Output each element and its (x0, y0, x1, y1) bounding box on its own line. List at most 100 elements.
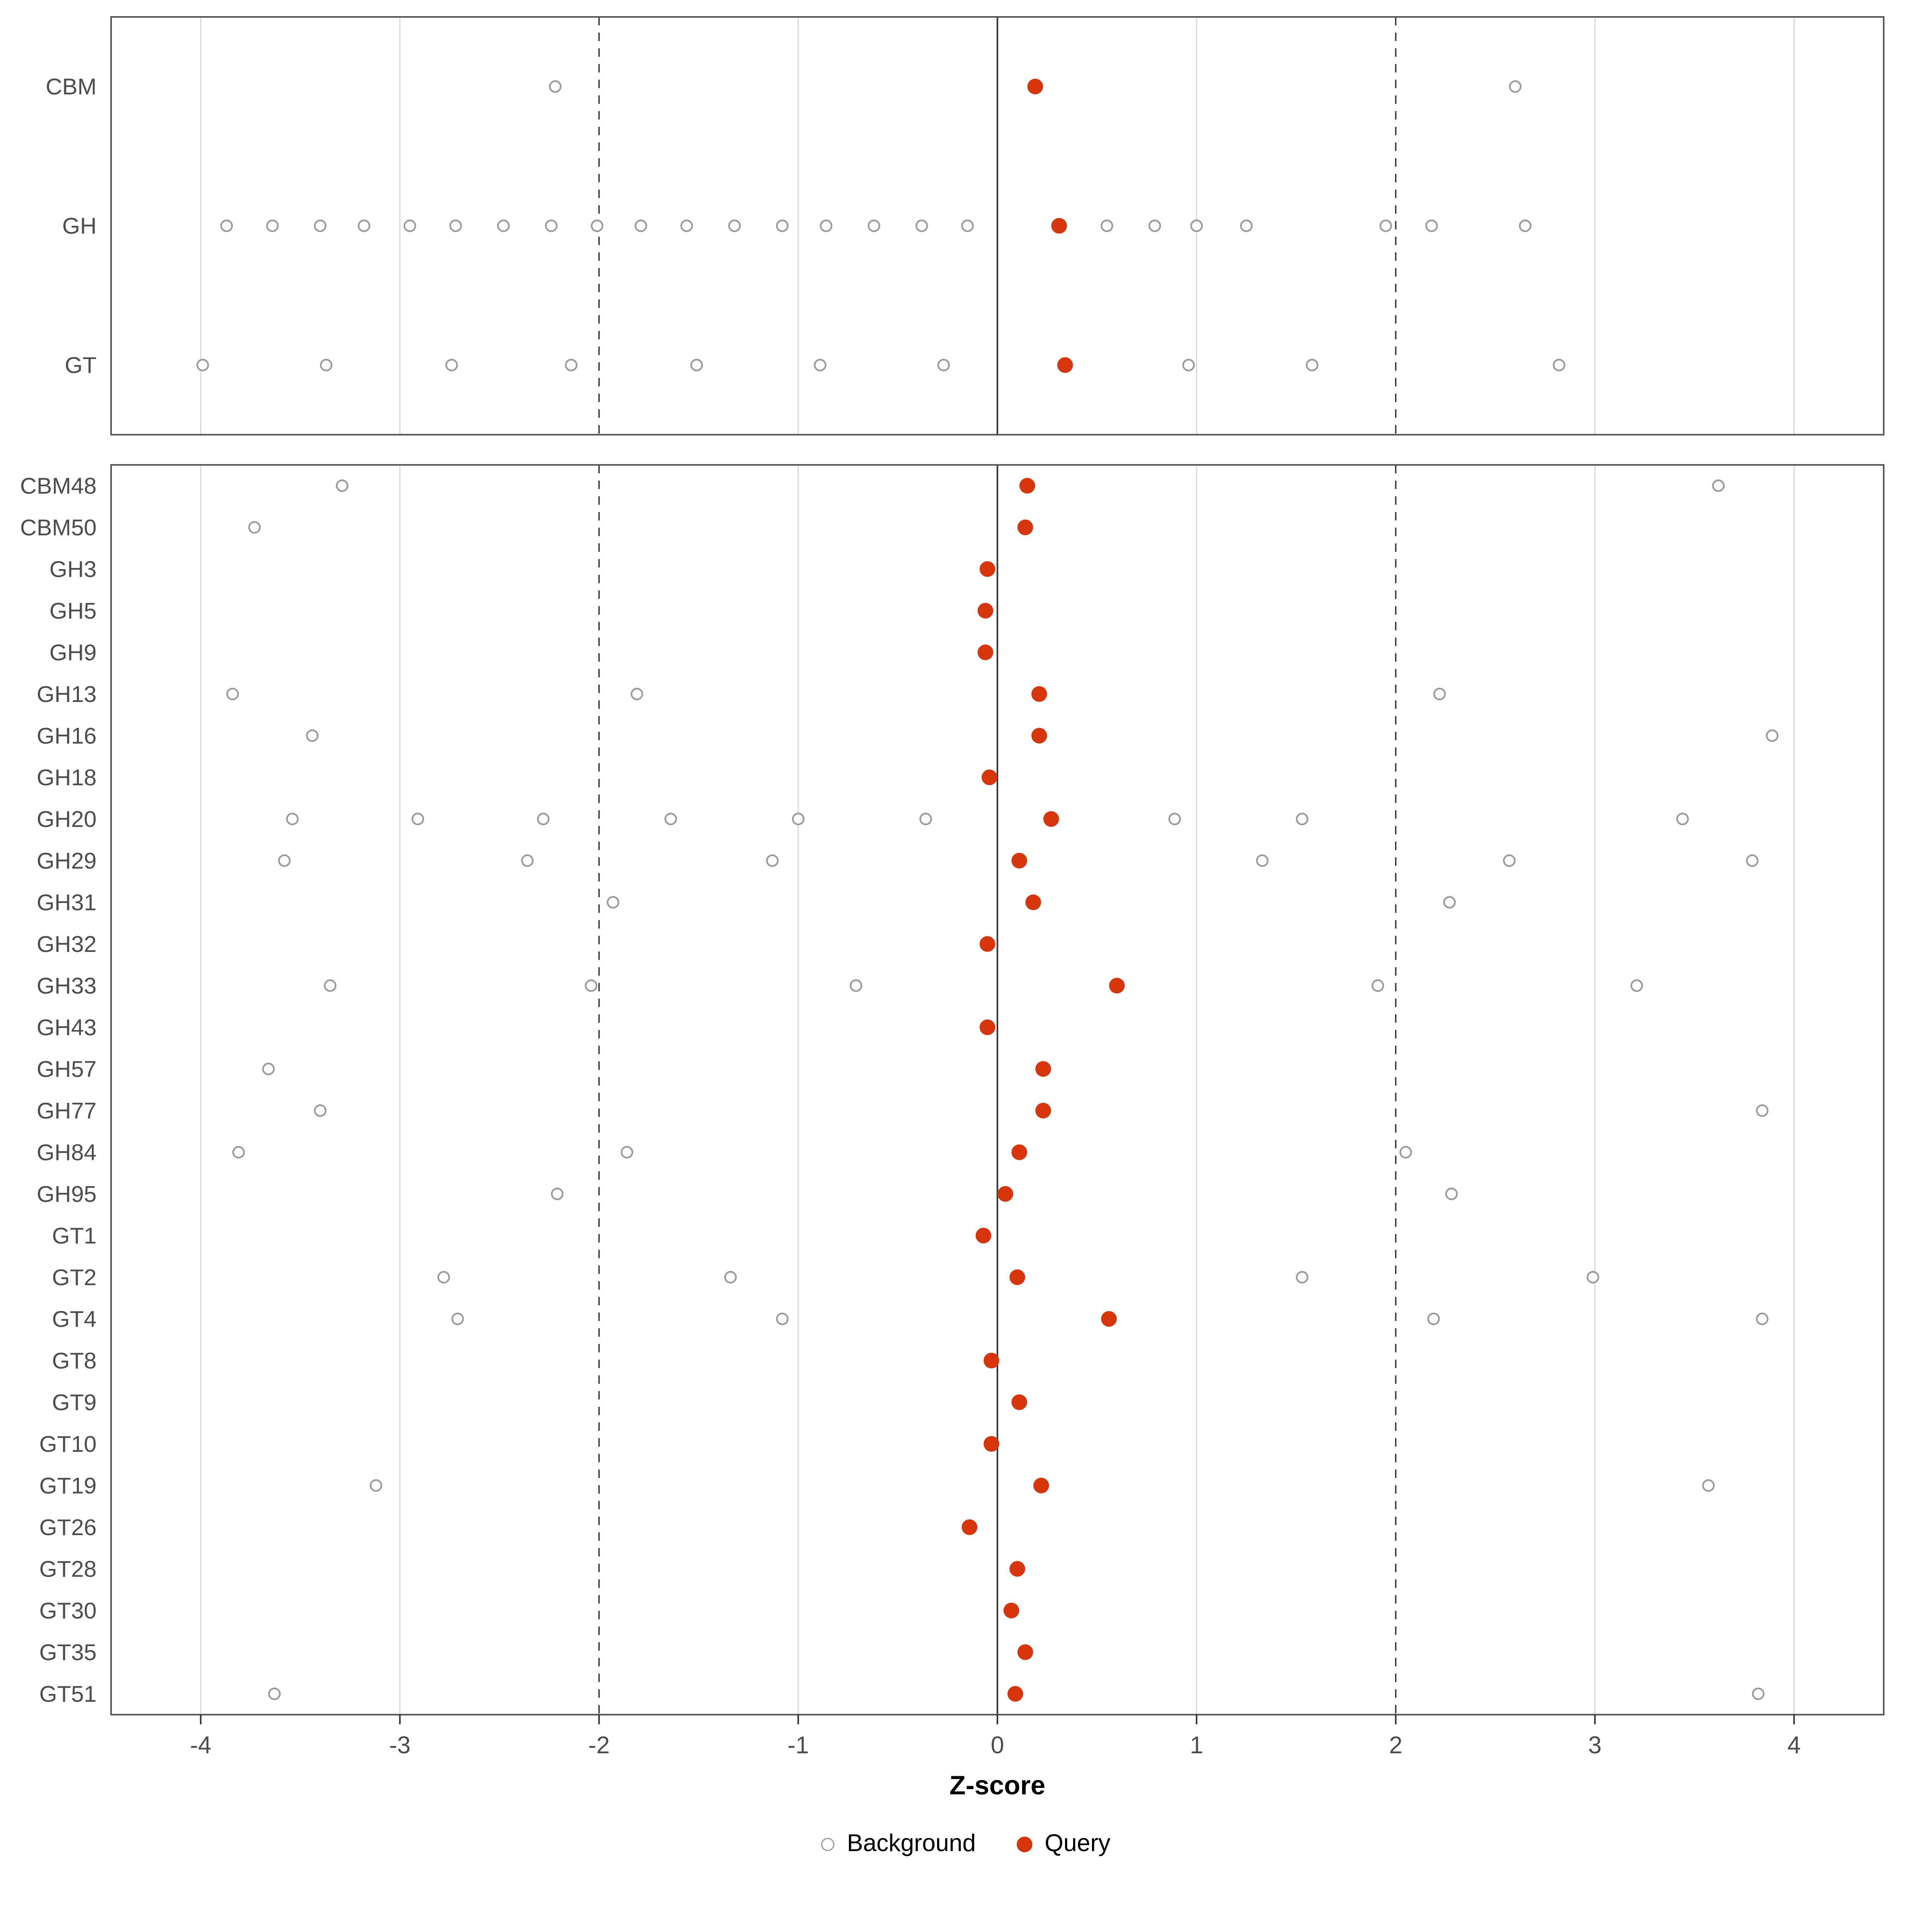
background-point (411, 813, 424, 826)
background-point (1379, 219, 1392, 232)
background-point (690, 359, 703, 372)
y-axis-label: GH33 (37, 973, 97, 999)
y-axis-label: GH95 (37, 1181, 97, 1207)
background-point (1676, 813, 1689, 826)
background-point (867, 219, 880, 232)
background-point (314, 1104, 327, 1117)
y-axis-label: GH3 (50, 556, 97, 582)
query-point (1101, 1311, 1117, 1327)
background-point (537, 813, 550, 826)
query-point (979, 936, 995, 952)
query-point (1035, 1061, 1051, 1077)
background-point (1425, 219, 1438, 232)
query-point (1017, 1644, 1033, 1660)
legend-item-query: Query (1017, 1831, 1110, 1858)
background-point (262, 1063, 275, 1075)
query-point (1035, 1102, 1051, 1119)
background-point (1306, 359, 1319, 372)
background-point (268, 1687, 281, 1700)
query-point (1009, 1269, 1025, 1285)
x-tick-label: -1 (787, 1732, 809, 1759)
background-point (621, 1146, 634, 1159)
x-tick-label: 1 (1190, 1732, 1203, 1759)
background-point (306, 729, 319, 742)
y-axis-label: CBM (45, 74, 97, 100)
background-point (369, 1479, 382, 1492)
background-point (724, 1271, 737, 1284)
y-axis-label: GT2 (52, 1265, 97, 1290)
y-axis-label: GH57 (37, 1056, 97, 1082)
background-point (403, 219, 416, 232)
background-point (445, 359, 458, 372)
y-axis-label: GH5 (50, 598, 97, 624)
panel-border (110, 16, 1885, 436)
background-point (1702, 1479, 1715, 1492)
y-axis-label: GH31 (37, 890, 97, 915)
background-point (314, 219, 327, 232)
background-point (1756, 1104, 1769, 1117)
background-point (728, 219, 741, 232)
background-point (937, 359, 950, 372)
x-tick-label: -2 (588, 1732, 610, 1759)
y-axis-label: GT51 (39, 1681, 97, 1707)
background-point (776, 1313, 789, 1325)
background-point (220, 219, 233, 232)
background-point (1296, 1271, 1309, 1284)
background-point (1445, 1187, 1458, 1200)
query-marker-icon (1017, 1837, 1033, 1852)
query-point (1011, 1394, 1027, 1410)
background-point (1766, 729, 1779, 742)
y-axis-label: GT30 (39, 1598, 97, 1624)
background-point (1371, 979, 1384, 992)
y-axis-label: GT1 (52, 1223, 97, 1249)
query-point (1033, 1478, 1049, 1494)
background-point (1256, 854, 1269, 867)
y-axis-label: GT19 (39, 1473, 97, 1499)
background-point (248, 521, 261, 534)
query-point (1109, 978, 1125, 994)
y-axis-label: GH29 (37, 848, 97, 874)
query-point (997, 1186, 1013, 1202)
background-point (451, 1313, 464, 1325)
background-point (1240, 219, 1253, 232)
background-point (915, 219, 928, 232)
background-point (521, 854, 534, 867)
query-point (1051, 218, 1067, 234)
background-point (1519, 219, 1532, 232)
y-axis-label: GT4 (52, 1306, 97, 1332)
background-point (814, 359, 827, 372)
query-point (983, 1352, 999, 1368)
x-tick-label: -4 (190, 1732, 211, 1759)
background-point (1503, 854, 1516, 867)
background-point (565, 359, 578, 372)
query-point (977, 644, 993, 661)
legend-label-background: Background (847, 1831, 976, 1857)
background-point (1433, 687, 1446, 700)
y-axis-label: GT (65, 353, 97, 378)
background-marker-icon (822, 1838, 835, 1851)
query-point (1043, 811, 1059, 827)
query-point (1009, 1561, 1025, 1577)
query-point (979, 561, 995, 577)
background-point (1148, 219, 1161, 232)
y-axis-label: GH43 (37, 1015, 97, 1040)
y-axis-label: GT9 (52, 1389, 97, 1415)
background-point (232, 1146, 245, 1159)
background-point (266, 219, 279, 232)
x-axis-title: Z-score (949, 1770, 1045, 1800)
background-point (1443, 896, 1456, 909)
y-axis-label: GH9 (50, 640, 97, 665)
y-axis-label: CBM50 (20, 515, 97, 541)
background-point (437, 1271, 450, 1284)
background-point (1509, 80, 1522, 93)
background-point (1427, 1313, 1440, 1325)
query-point (979, 1019, 995, 1035)
legend-label-query: Query (1044, 1831, 1110, 1857)
background-point (336, 479, 349, 492)
background-point (634, 219, 647, 232)
background-point (1746, 854, 1759, 867)
background-point (1296, 813, 1309, 826)
background-point (664, 813, 677, 826)
background-point (819, 219, 833, 232)
background-point (792, 813, 805, 826)
